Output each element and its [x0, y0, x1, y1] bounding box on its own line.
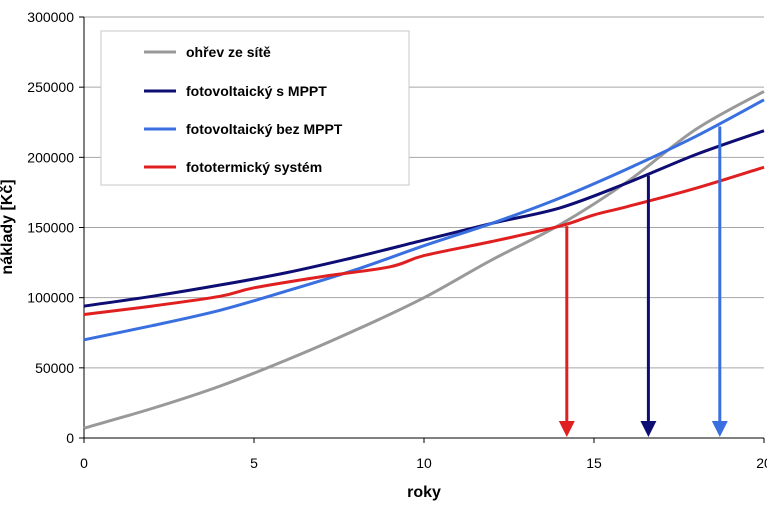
legend: ohřev ze sítě fotovoltaický s MPPT fotovol…	[100, 30, 410, 186]
arrow-2	[711, 126, 728, 437]
arrow-0	[558, 226, 575, 437]
x-tick-label: 15	[586, 455, 602, 471]
legend-label: ohřev ze sítě	[186, 44, 271, 60]
legend-item-2: fotovoltaický bez MPPT	[144, 121, 343, 137]
legend-item-0: ohřev ze sítě	[144, 44, 271, 60]
y-tick-label: 300000	[27, 9, 74, 25]
x-axis-title: roky	[407, 484, 441, 501]
legend-label: fototermický systém	[186, 159, 322, 175]
y-tick-labels: 0 50000 100000 150000 200000 250000 300000	[27, 9, 74, 446]
x-tick-label: 0	[80, 455, 88, 471]
legend-label: fotovoltaický s MPPT	[186, 83, 327, 99]
x-tick-label: 10	[416, 455, 432, 471]
x-tick-label: 20	[756, 455, 767, 471]
series-line-0	[83, 90, 765, 430]
x-tick-label: 5	[250, 455, 258, 471]
arrow-1	[640, 175, 657, 437]
break-even-arrows	[558, 126, 728, 437]
arrow-head	[558, 421, 575, 437]
y-axis-title: náklady [Kč]	[0, 179, 16, 274]
y-tick-label: 0	[66, 430, 74, 446]
arrow-head	[640, 421, 657, 437]
y-tick-label: 100000	[27, 290, 74, 306]
y-tick-label: 250000	[27, 79, 74, 95]
legend-item-1: fotovoltaický s MPPT	[144, 83, 327, 99]
y-tick-label: 50000	[35, 360, 74, 376]
legend-item-3: fototermický systém	[144, 159, 322, 175]
x-tick-labels: 0 5 10 15 20	[80, 455, 767, 471]
legend-label: fotovoltaický bez MPPT	[186, 121, 343, 137]
series-line-3	[83, 165, 765, 316]
series-lines	[83, 90, 765, 430]
axes	[79, 16, 765, 443]
series-line-2	[83, 98, 765, 342]
legend-box	[100, 30, 410, 186]
y-tick-label: 150000	[27, 220, 74, 236]
arrow-head	[711, 421, 728, 437]
series-line-1	[83, 129, 765, 308]
y-tick-label: 200000	[27, 149, 74, 165]
